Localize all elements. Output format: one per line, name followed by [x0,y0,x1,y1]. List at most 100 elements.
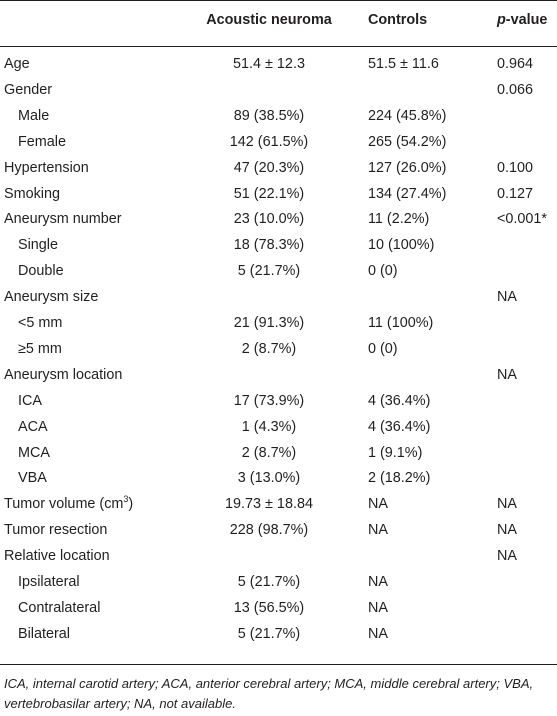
cell-p-value: NA [497,548,517,565]
table-row: Relative location NA [0,546,557,572]
table-row: ICA 17 (73.9%) 4 (36.4%) [0,391,557,417]
cell-acoustic-neuroma: 51.4 ± 12.3 [233,56,305,72]
cell-controls: NA [368,599,388,616]
row-label: Double [18,263,64,280]
cell-acoustic-neuroma: 18 (78.3%) [233,237,305,254]
table-row: Female 142 (61.5%) 265 (54.2%) [0,132,557,158]
cell-p-value: 0.100 [497,159,534,176]
row-label: ICA [18,392,42,409]
cell-controls: 4 (36.4%) [368,392,431,409]
cell-acoustic-neuroma: 21 (91.3%) [233,315,305,331]
table-row: Gender 0.066 [0,80,557,106]
cell-controls: 0 (0) [368,340,398,357]
cell-controls: 11 (2.2%) [368,211,430,228]
header-rule [0,46,557,47]
header-p-italic: p [497,12,506,28]
row-label: ≥5 mm [18,340,62,357]
table-row: Hypertension 47 (20.3%) 127 (26.0%) 0.100 [0,158,557,184]
cell-controls: 265 (54.2%) [368,133,447,150]
cell-acoustic-neuroma: 51 (22.1%) [233,185,305,202]
table-row: Male 89 (38.5%) 224 (45.8%) [0,106,557,132]
cell-acoustic-neuroma: 3 (13.0%) [237,470,301,487]
row-label: Female [18,133,66,150]
cell-acoustic-neuroma: 19.73 ± 18.84 [225,496,313,513]
cell-acoustic-neuroma: 23 (10.0%) [233,211,305,228]
row-label: MCA [18,444,50,461]
cell-p-value: NA [497,522,517,539]
table-row: MCA 2 (8.7%) 1 (9.1%) [0,443,557,469]
cell-acoustic-neuroma: 5 (21.7%) [237,263,301,280]
cell-controls: 4 (36.4%) [368,418,431,435]
row-label: VBA [18,470,47,487]
table-row: ≥5 mm 2 (8.7%) 0 (0) [0,339,557,365]
table-footnote: ICA, internal carotid artery; ACA, anter… [4,676,534,711]
cell-acoustic-neuroma: 13 (56.5%) [233,599,305,616]
cell-controls: 51.5 ± 11.6 [368,56,439,72]
row-label: Smoking [4,185,60,202]
row-label: Single [18,237,59,254]
cell-controls: NA [368,625,388,642]
cell-controls: 11 (100%) [368,315,434,331]
cell-acoustic-neuroma: 2 (8.7%) [241,444,297,461]
cell-p-value: NA [497,289,517,306]
cell-controls: NA [368,496,388,513]
cell-controls: 134 (27.4%) [368,185,447,202]
cell-controls: 127 (26.0%) [368,159,447,176]
row-label: <5 mm [18,315,63,331]
row-label: Contralateral [18,599,101,616]
row-label: ACA [18,418,48,435]
cell-controls: 2 (18.2%) [368,470,431,487]
cell-acoustic-neuroma: 5 (21.7%) [237,625,301,642]
row-label: Aneurysm size [4,289,99,306]
cell-controls: NA [368,522,388,539]
cell-acoustic-neuroma: 2 (8.7%) [241,340,297,357]
top-rule [0,0,557,1]
header-controls: Controls [368,12,428,28]
cell-p-value: 0.964 [497,56,534,72]
header-p-value: p-value [497,12,547,28]
cell-acoustic-neuroma: 47 (20.3%) [233,159,305,176]
cell-p-value: NA [497,496,517,513]
row-label: Age [4,56,30,72]
table-row: Aneurysm size NA [0,287,557,313]
table-row: Age 51.4 ± 12.3 51.5 ± 11.6 0.964 [0,54,557,80]
row-label: Hypertension [4,159,89,176]
row-label: Tumor volume (cm3) [4,494,134,513]
table-row: VBA 3 (13.0%) 2 (18.2%) [0,468,557,494]
table-row: Double 5 (21.7%) 0 (0) [0,261,557,287]
table-row: ACA 1 (4.3%) 4 (36.4%) [0,417,557,443]
table-row: <5 mm 21 (91.3%) 11 (100%) [0,313,557,339]
cell-controls: 0 (0) [368,263,398,280]
row-label: Ipsilateral [18,574,80,590]
row-label: Male [18,107,50,124]
cell-p-value: <0.001* [497,211,548,228]
table-row: Contralateral 13 (56.5%) NA [0,598,557,624]
row-label: Aneurysm number [4,211,122,228]
table-row: Aneurysm location NA [0,365,557,391]
header-p-rest: -value [505,12,548,28]
cell-controls: 10 (100%) [368,237,435,254]
row-label: Aneurysm location [4,366,123,383]
cell-acoustic-neuroma: 1 (4.3%) [241,418,297,435]
cell-controls: NA [368,574,388,590]
table-row: Ipsilateral 5 (21.7%) NA [0,572,557,598]
table-row: Tumor resection 228 (98.7%) NA NA [0,520,557,546]
table-row: Tumor volume (cm3) 19.73 ± 18.84 NA NA [0,494,557,520]
table-row: Smoking 51 (22.1%) 134 (27.4%) 0.127 [0,184,557,210]
row-label: Bilateral [18,625,70,642]
header-acoustic-neuroma: Acoustic neuroma [206,12,332,28]
cell-p-value: 0.066 [497,81,534,98]
cell-acoustic-neuroma: 142 (61.5%) [229,133,309,150]
cell-acoustic-neuroma: 228 (98.7%) [229,522,309,539]
cell-p-value: NA [497,366,517,383]
table-row: Single 18 (78.3%) 10 (100%) [0,235,557,261]
row-label: Tumor resection [4,522,108,539]
cell-controls: 224 (45.8%) [368,107,447,124]
row-label: Gender [4,81,52,98]
cell-controls: 1 (9.1%) [368,444,423,461]
table-row: Aneurysm number 23 (10.0%) 11 (2.2%) <0.001… [0,209,557,235]
cell-acoustic-neuroma: 17 (73.9%) [233,392,305,409]
table-row: Bilateral 5 (21.7%) NA [0,624,557,650]
cell-acoustic-neuroma: 89 (38.5%) [233,107,305,124]
